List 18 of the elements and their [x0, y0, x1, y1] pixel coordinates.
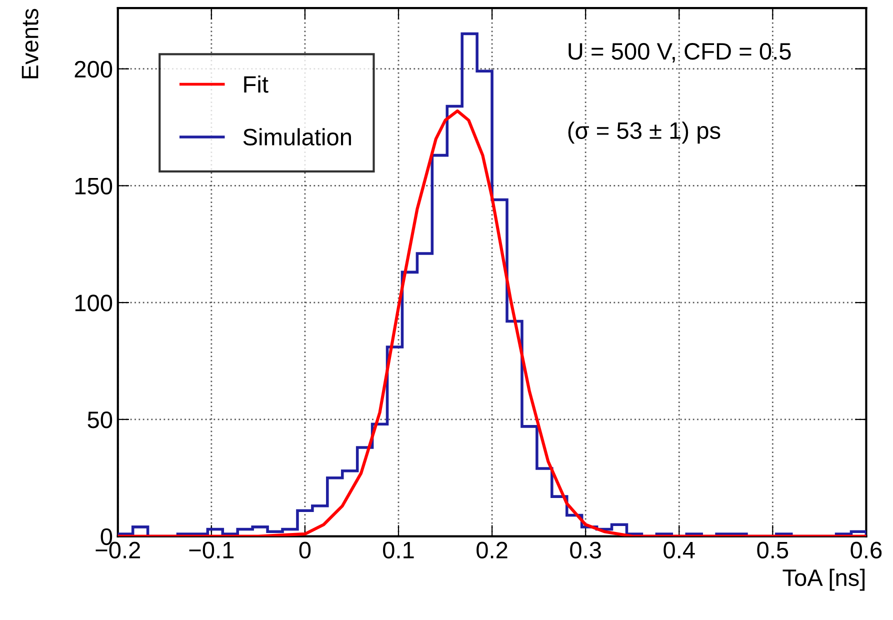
legend-label: Simulation: [243, 128, 351, 146]
x-tick-label: 0.1: [383, 542, 414, 559]
y-tick-label: 100: [75, 294, 112, 312]
x-tick-label: 0.5: [757, 542, 788, 559]
legend-label: Fit: [244, 75, 268, 93]
y-tick-label: 150: [75, 178, 112, 194]
y-tick-label: 50: [88, 412, 112, 428]
x-tick-label: 0.6: [850, 542, 882, 559]
x-tick-label: 0.3: [570, 542, 601, 559]
x-tick-label: 0: [299, 542, 311, 559]
annotation: (σ = 53 ± 1) ps: [568, 122, 720, 144]
x-tick-label: 0.4: [664, 542, 695, 559]
y-tick-label: 200: [74, 60, 112, 78]
annotation: U = 500 V, CFD = 0.5: [568, 43, 791, 63]
x-tick-label: 0.2: [476, 542, 508, 559]
x-tick-label: −0.1: [189, 542, 234, 559]
y-axis-title: Events: [22, 8, 38, 78]
x-axis-title: ToA [ns]: [782, 568, 865, 591]
